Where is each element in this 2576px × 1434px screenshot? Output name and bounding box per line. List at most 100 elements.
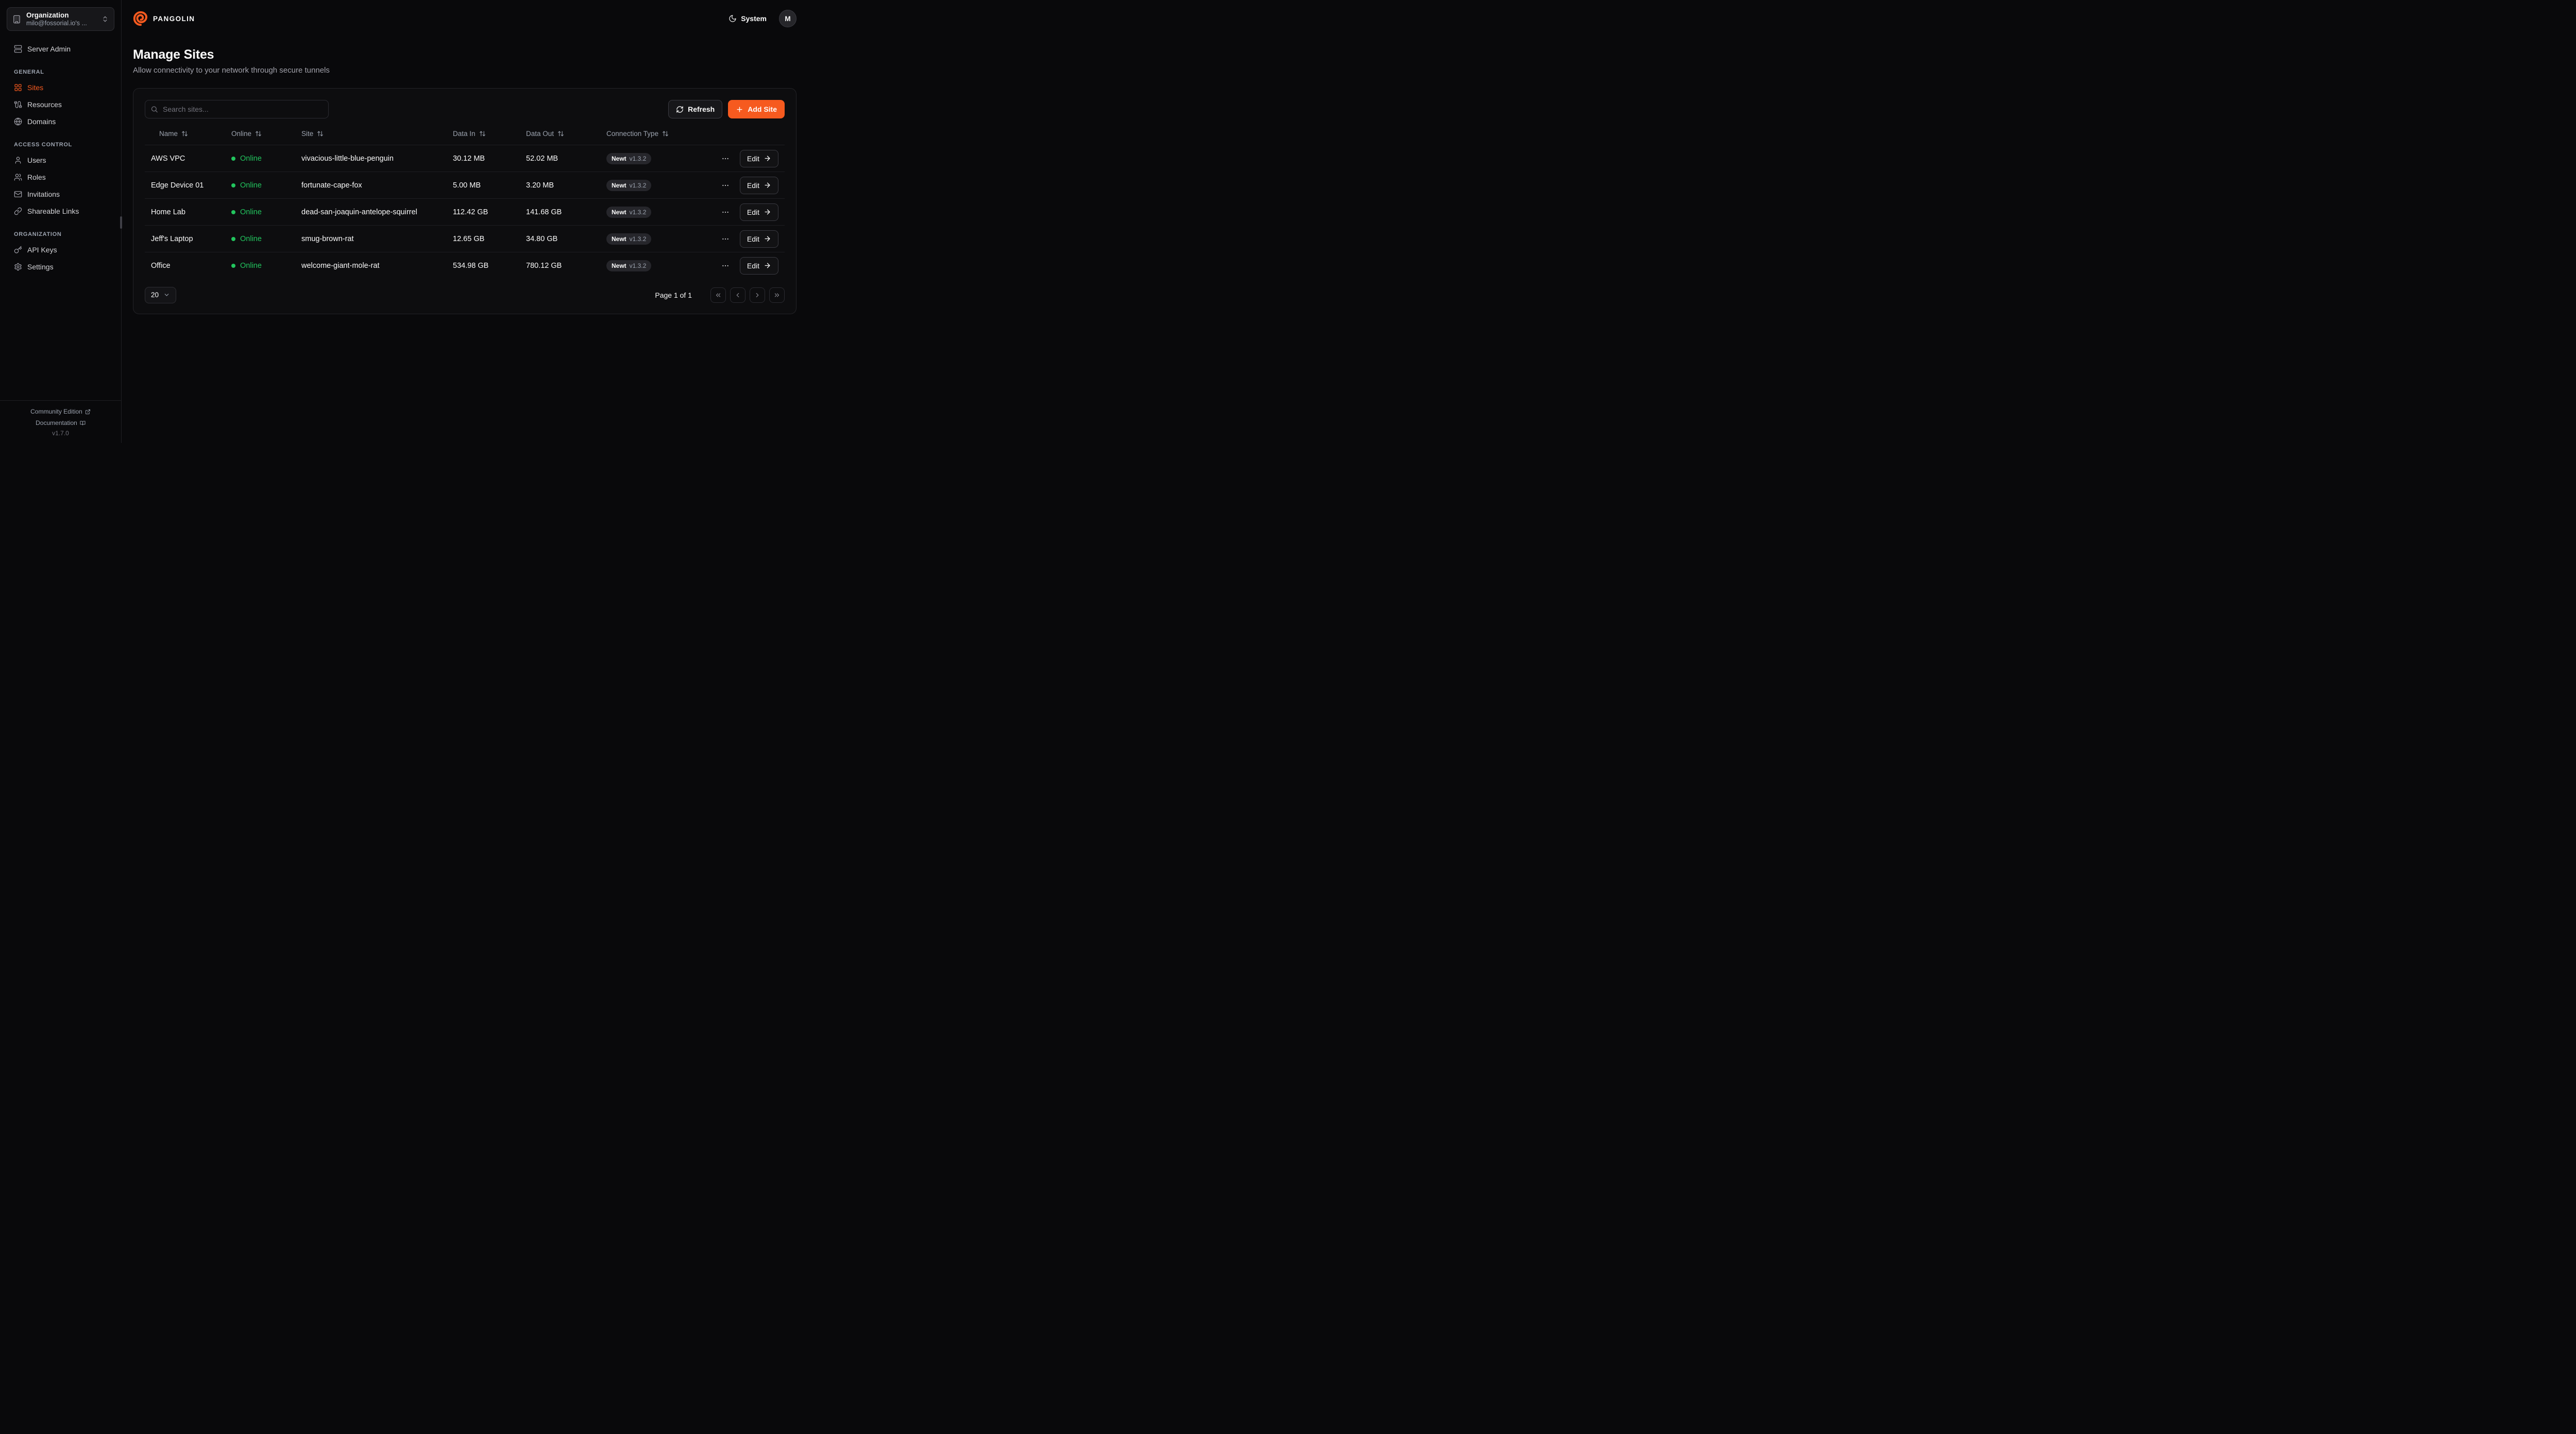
chevrons-left-icon (716, 293, 721, 297)
connection-type-badge: Newt v1.3.2 (606, 206, 652, 218)
sidebar-footer: Community Edition Documentation v1.7.0 (0, 400, 121, 443)
page-subtitle: Allow connectivity to your network throu… (133, 66, 330, 75)
building-icon (12, 15, 21, 24)
theme-toggle-label: System (741, 14, 767, 23)
gear-icon (14, 263, 22, 271)
sidebar-item-label: Roles (27, 173, 46, 181)
connection-type-name: Newt (612, 262, 626, 269)
first-page-button[interactable] (710, 287, 726, 303)
connection-type-badge: Newt v1.3.2 (606, 233, 652, 245)
documentation-link[interactable]: Documentation (0, 417, 121, 429)
sidebar-item-sites[interactable]: Sites (7, 79, 114, 96)
data-out-cell: 780.12 GB (520, 252, 600, 279)
site-tunnel-cell: fortunate-cape-fox (295, 172, 447, 199)
connection-type-badge: Newt v1.3.2 (606, 152, 652, 164)
sidebar-item-label: Users (27, 156, 46, 164)
page-size-select[interactable]: 20 (145, 286, 177, 303)
column-header-actions (714, 127, 785, 145)
sidebar-item-api-keys[interactable]: API Keys (7, 241, 114, 258)
column-header-connection-type[interactable]: Connection Type (600, 127, 714, 145)
site-tunnel-cell: dead-san-joaquin-antelope-squirrel (295, 198, 447, 226)
data-out-cell: 52.02 MB (520, 145, 600, 172)
row-menu-button[interactable] (719, 152, 732, 165)
sidebar-item-resources[interactable]: Resources (7, 96, 114, 113)
data-in-cell: 112.42 GB (447, 198, 520, 226)
add-site-button[interactable]: Add Site (728, 100, 785, 118)
page-size-value: 20 (151, 291, 159, 299)
edit-button[interactable]: Edit (739, 149, 778, 167)
sidebar-item-invitations[interactable]: Invitations (7, 185, 114, 202)
arrow-right-icon (764, 181, 771, 189)
sidebar-item-settings[interactable]: Settings (7, 258, 114, 275)
section-label-general: GENERAL (14, 69, 44, 75)
prev-page-button[interactable] (730, 287, 745, 303)
next-page-button[interactable] (750, 287, 765, 303)
chevrons-up-down-icon (101, 15, 109, 23)
column-header-site[interactable]: Site (295, 127, 447, 145)
sidebar-resize-handle[interactable] (120, 216, 122, 229)
online-status-label: Online (240, 181, 262, 190)
connection-type-version: v1.3.2 (629, 155, 647, 162)
edit-button[interactable]: Edit (739, 203, 778, 221)
online-status-cell: Online (225, 252, 295, 279)
connection-type-version: v1.3.2 (629, 208, 647, 216)
sidebar-item-label: Shareable Links (27, 207, 79, 215)
ellipsis-icon (722, 184, 728, 186)
row-menu-button[interactable] (719, 179, 732, 192)
topbar: PANGOLIN System M (122, 0, 808, 37)
documentation-label: Documentation (36, 419, 77, 426)
app-root: Organization milo@fossorial.io's ... Ser… (0, 0, 808, 443)
avatar[interactable]: M (779, 10, 796, 27)
sidebar-item-users[interactable]: Users (7, 151, 114, 168)
column-header-data-out[interactable]: Data Out (520, 127, 600, 145)
cable-icon (14, 100, 22, 109)
sidebar-item-label: Domains (27, 117, 56, 126)
connection-type-version: v1.3.2 (629, 181, 647, 189)
page-title: Manage Sites (133, 47, 214, 62)
table-header-row: Name Online Site (145, 127, 785, 145)
sort-icon (557, 130, 564, 137)
theme-toggle-button[interactable]: System (725, 14, 770, 23)
arrow-right-icon (764, 208, 771, 216)
row-actions-cell: Edit (714, 145, 785, 172)
row-menu-button[interactable] (719, 206, 732, 218)
edit-button[interactable]: Edit (739, 257, 778, 275)
community-edition-label: Community Edition (30, 408, 82, 415)
community-edition-link[interactable]: Community Edition (0, 406, 121, 417)
server-icon (14, 45, 22, 53)
search-input[interactable] (145, 100, 329, 118)
sidebar-item-roles[interactable]: Roles (7, 168, 114, 185)
online-status-dot (231, 210, 235, 214)
row-actions-cell: Edit (714, 252, 785, 279)
refresh-button[interactable]: Refresh (668, 100, 723, 118)
edit-button[interactable]: Edit (739, 230, 778, 248)
sidebar-item-domains[interactable]: Domains (7, 113, 114, 130)
arrow-right-icon (764, 235, 771, 243)
connection-type-name: Newt (612, 208, 626, 216)
connection-type-badge: Newt v1.3.2 (606, 179, 652, 191)
sites-table: Name Online Site (145, 127, 785, 279)
brand-home-link[interactable]: PANGOLIN (133, 11, 195, 26)
last-page-button[interactable] (769, 287, 785, 303)
site-name-cell: Edge Device 01 (145, 172, 225, 199)
online-status-dot (231, 156, 235, 161)
table-row: AWS VPC Online vivacious-little-blue-pen… (145, 145, 785, 172)
table-row: Jeff's Laptop Online smug-brown-rat 12.6… (145, 225, 785, 252)
sidebar-item-shareable-links[interactable]: Shareable Links (7, 202, 114, 219)
table-row: Edge Device 01 Online fortunate-cape-fox… (145, 172, 785, 199)
column-header-name[interactable]: Name (145, 127, 225, 145)
column-header-data-in[interactable]: Data In (447, 127, 520, 145)
connection-type-cell: Newt v1.3.2 (600, 252, 714, 279)
arrow-right-icon (764, 155, 771, 162)
org-selector[interactable]: Organization milo@fossorial.io's ... (7, 7, 114, 31)
sidebar-item-server-admin[interactable]: Server Admin (7, 40, 114, 57)
connection-type-name: Newt (612, 155, 626, 162)
row-menu-button[interactable] (719, 260, 732, 272)
sort-icon (255, 130, 262, 137)
org-selector-subtitle: milo@fossorial.io's ... (26, 20, 87, 27)
column-header-online[interactable]: Online (225, 127, 295, 145)
data-in-cell: 534.98 GB (447, 252, 520, 279)
edit-button[interactable]: Edit (739, 176, 778, 194)
row-menu-button[interactable] (719, 233, 732, 245)
main-area: PANGOLIN System M Manage Sites Allow con… (122, 0, 808, 443)
